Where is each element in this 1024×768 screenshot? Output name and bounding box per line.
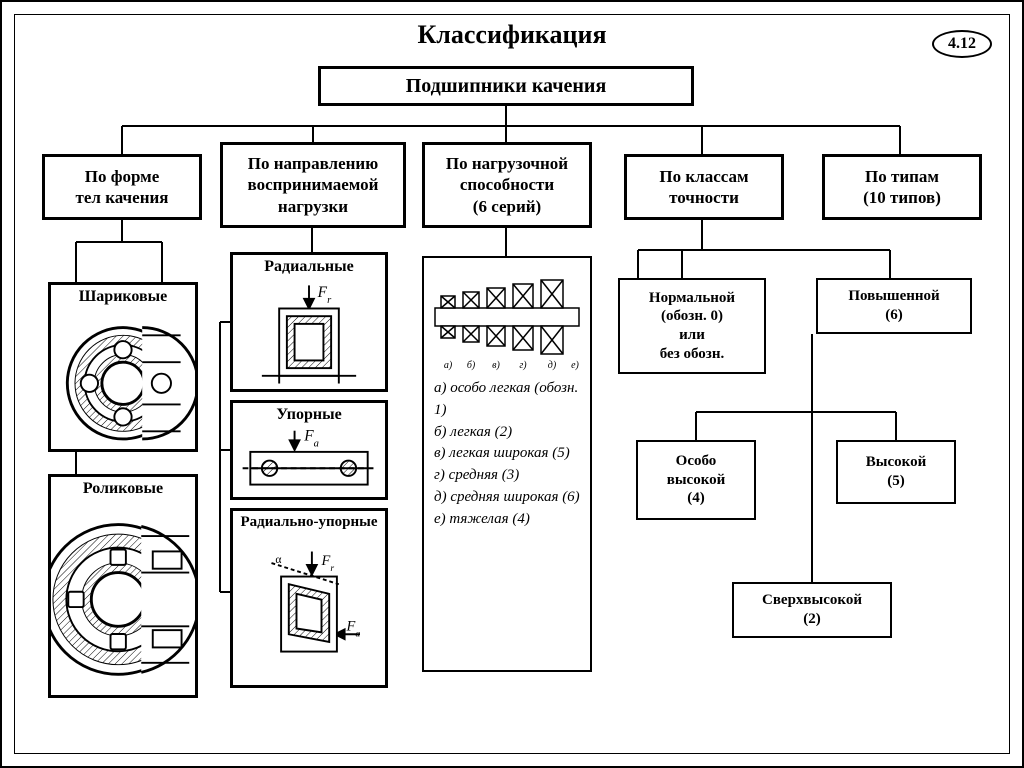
svg-text:Fr: Fr xyxy=(321,552,335,573)
radial-icon: Fr xyxy=(233,278,385,389)
root-box: Подшипники качения xyxy=(318,66,694,106)
svg-text:Fr: Fr xyxy=(317,284,332,306)
leaf-precision-normal: Нормальной(обозн. 0)илибез обозн. xyxy=(618,278,766,374)
load-list: а) особо легкая (обозн. 1)б) легкая (2)в… xyxy=(424,374,590,534)
category-types: По типам(10 типов) xyxy=(822,154,982,220)
svg-text:α: α xyxy=(275,554,281,566)
thrust-icon: Fa xyxy=(233,426,385,497)
leaf-load-series: а) б) в) г) д) е) а) особо легкая (обозн… xyxy=(422,256,592,672)
page-title: Классификация xyxy=(2,20,1022,50)
category-load: По нагрузочнойспособности(6 серий) xyxy=(422,142,592,228)
leaf-precision-5: Высокой(5) xyxy=(836,440,956,504)
svg-text:е): е) xyxy=(571,360,579,371)
leaf-precision-6: Повышенной(6) xyxy=(816,278,972,334)
root-label: Подшипники качения xyxy=(406,74,607,99)
svg-text:б): б) xyxy=(467,360,476,371)
svg-text:в): в) xyxy=(492,360,500,371)
radial-label: Радиальные xyxy=(260,255,357,278)
leaf-ball-bearing: Шариковые xyxy=(48,282,198,452)
svg-text:Fa: Fa xyxy=(346,618,361,639)
category-form: По форметел качения xyxy=(42,154,202,220)
leaf-angular: Радиально-упорные Fr Fa α xyxy=(230,508,388,688)
page-number: 4.12 xyxy=(932,30,992,58)
leaf-radial: Радиальные Fr xyxy=(230,252,388,392)
thrust-label: Упорные xyxy=(272,403,345,426)
svg-text:а): а) xyxy=(444,360,453,371)
category-direction: По направлениювоспринимаемойнагрузки xyxy=(220,142,406,228)
leaf-roller-bearing: Роликовые xyxy=(48,474,198,698)
leaf-precision-4: Особовысокой(4) xyxy=(636,440,756,520)
svg-text:г): г) xyxy=(519,360,527,371)
leaf-precision-2: Сверхвысокой(2) xyxy=(732,582,892,638)
leaf-thrust: Упорные Fa xyxy=(230,400,388,500)
roller-label: Роликовые xyxy=(79,477,167,500)
diagram-frame: Классификация 4.12 xyxy=(0,0,1024,768)
ball-label: Шариковые xyxy=(75,285,172,308)
roller-bearing-icon xyxy=(51,500,195,695)
angular-icon: Fr Fa α xyxy=(233,533,385,686)
svg-text:д): д) xyxy=(548,360,557,371)
ball-bearing-icon xyxy=(51,308,195,449)
angular-label: Радиально-упорные xyxy=(240,514,377,530)
svg-text:Fa: Fa xyxy=(303,427,319,449)
category-precision: По классамточности xyxy=(624,154,784,220)
load-series-icon: а) б) в) г) д) е) xyxy=(427,264,587,374)
